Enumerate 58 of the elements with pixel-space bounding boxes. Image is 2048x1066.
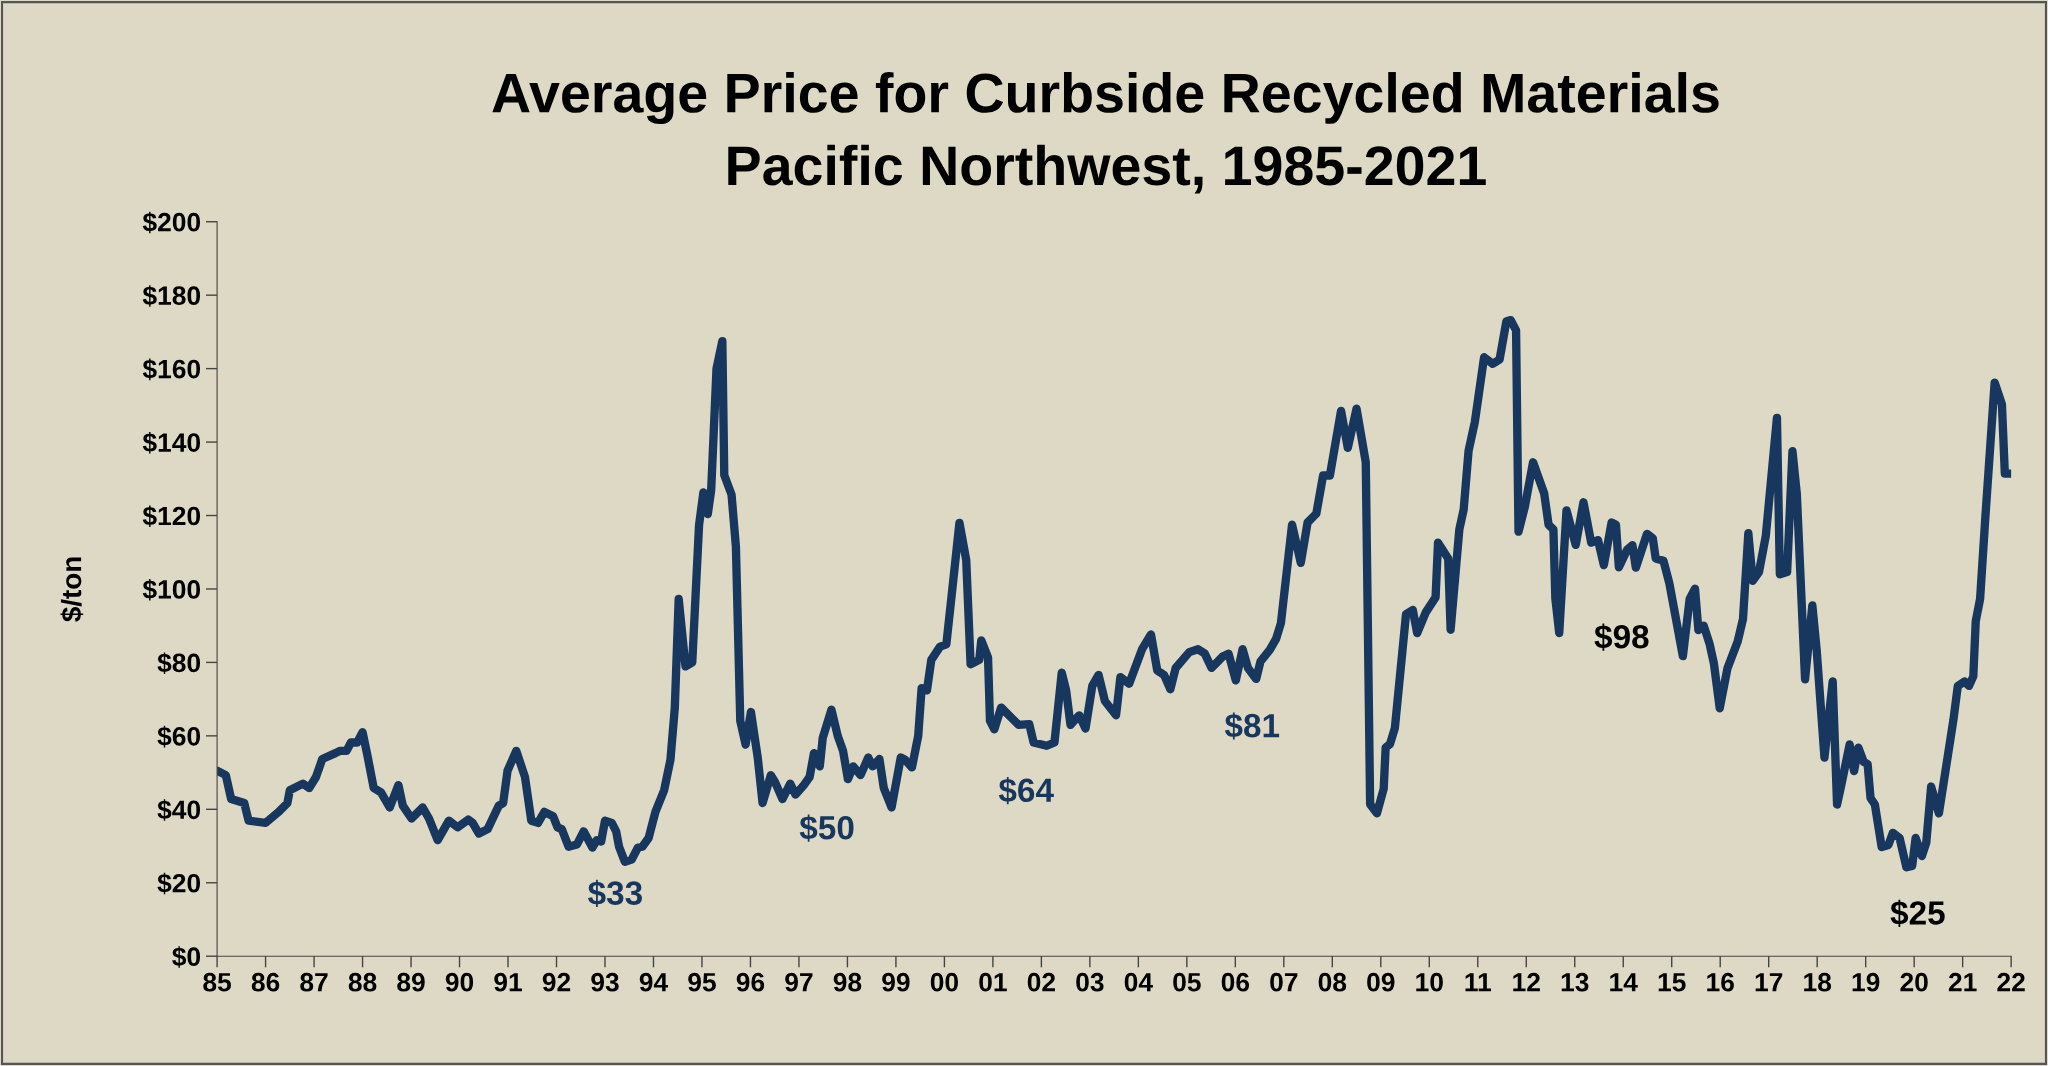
- x-tick-label: 02: [1027, 972, 1055, 992]
- x-tick-label: 92: [542, 972, 571, 992]
- x-tick-label: 89: [397, 972, 425, 992]
- x-tick-label: 05: [1173, 972, 1201, 992]
- x-tick-label: 87: [300, 972, 328, 992]
- x-tick-label: 07: [1270, 972, 1298, 992]
- chart-title: Average Price for Curbside Recycled Materials: [492, 72, 1719, 125]
- y-tick-label: $120: [142, 505, 201, 528]
- y-tick-label: $0: [172, 946, 201, 968]
- x-tick-label: 10: [1416, 972, 1443, 992]
- x-tick-label: 17: [1755, 973, 1783, 992]
- y-tick-label: $140: [142, 432, 201, 454]
- x-tick-label: 95: [688, 972, 716, 992]
- x-tick-label: 93: [591, 972, 619, 992]
- y-axis-title: $/ton: [60, 557, 84, 622]
- y-tick-label: $100: [142, 578, 201, 601]
- x-tick-label: 01: [979, 972, 1007, 992]
- y-tick-label: $80: [157, 652, 201, 674]
- x-tick-label: 03: [1076, 972, 1104, 992]
- x-tick-label: 00: [930, 972, 958, 992]
- x-tick-label: 22: [1997, 972, 2025, 992]
- x-tick-label: 08: [1318, 972, 1347, 992]
- x-tick-label: 14: [1610, 973, 1638, 992]
- x-tick-label: 85: [203, 972, 232, 992]
- y-tick-label: $60: [157, 725, 201, 748]
- x-tick-label: 15: [1658, 973, 1686, 992]
- x-tick-label: 88: [348, 972, 377, 992]
- annotation: $25: [1890, 899, 1945, 927]
- x-tick-label: 12: [1513, 972, 1540, 992]
- y-tick-label: $20: [157, 872, 201, 895]
- annotation: $98: [1594, 623, 1649, 651]
- y-tick-label: $40: [157, 799, 201, 821]
- y-tick-label: $180: [142, 285, 201, 307]
- y-tick-label: $160: [142, 358, 201, 381]
- chart-subtitle: Pacific Northwest, 1985-2021: [728, 144, 1486, 194]
- x-tick-label: 21: [1948, 972, 1977, 992]
- x-tick-label: 94: [639, 972, 669, 992]
- x-tick-label: 06: [1221, 972, 1250, 992]
- x-tick-label: 98: [833, 972, 862, 992]
- annotation: $50: [799, 814, 854, 842]
- x-tick-label: 20: [1900, 972, 1928, 992]
- x-tick-label: 11: [1465, 973, 1491, 992]
- x-tick-label: 97: [785, 972, 813, 992]
- x-tick-label: 04: [1124, 972, 1153, 992]
- x-tick-label: 96: [736, 972, 765, 992]
- x-tick-label: 86: [251, 972, 280, 992]
- annotation: $64: [998, 777, 1054, 805]
- x-tick-label: 19: [1852, 972, 1880, 992]
- x-tick-label: 09: [1367, 972, 1395, 992]
- x-tick-label: 18: [1804, 972, 1832, 992]
- annotation: $81: [1224, 712, 1280, 740]
- x-tick-label: 99: [882, 972, 910, 992]
- y-tick-label: $200: [142, 211, 201, 234]
- x-tick-label: 90: [445, 972, 474, 992]
- x-tick-label: 16: [1707, 972, 1734, 992]
- x-tick-label: 91: [494, 972, 522, 992]
- annotation: $33: [588, 879, 642, 908]
- x-tick-label: 13: [1561, 972, 1589, 992]
